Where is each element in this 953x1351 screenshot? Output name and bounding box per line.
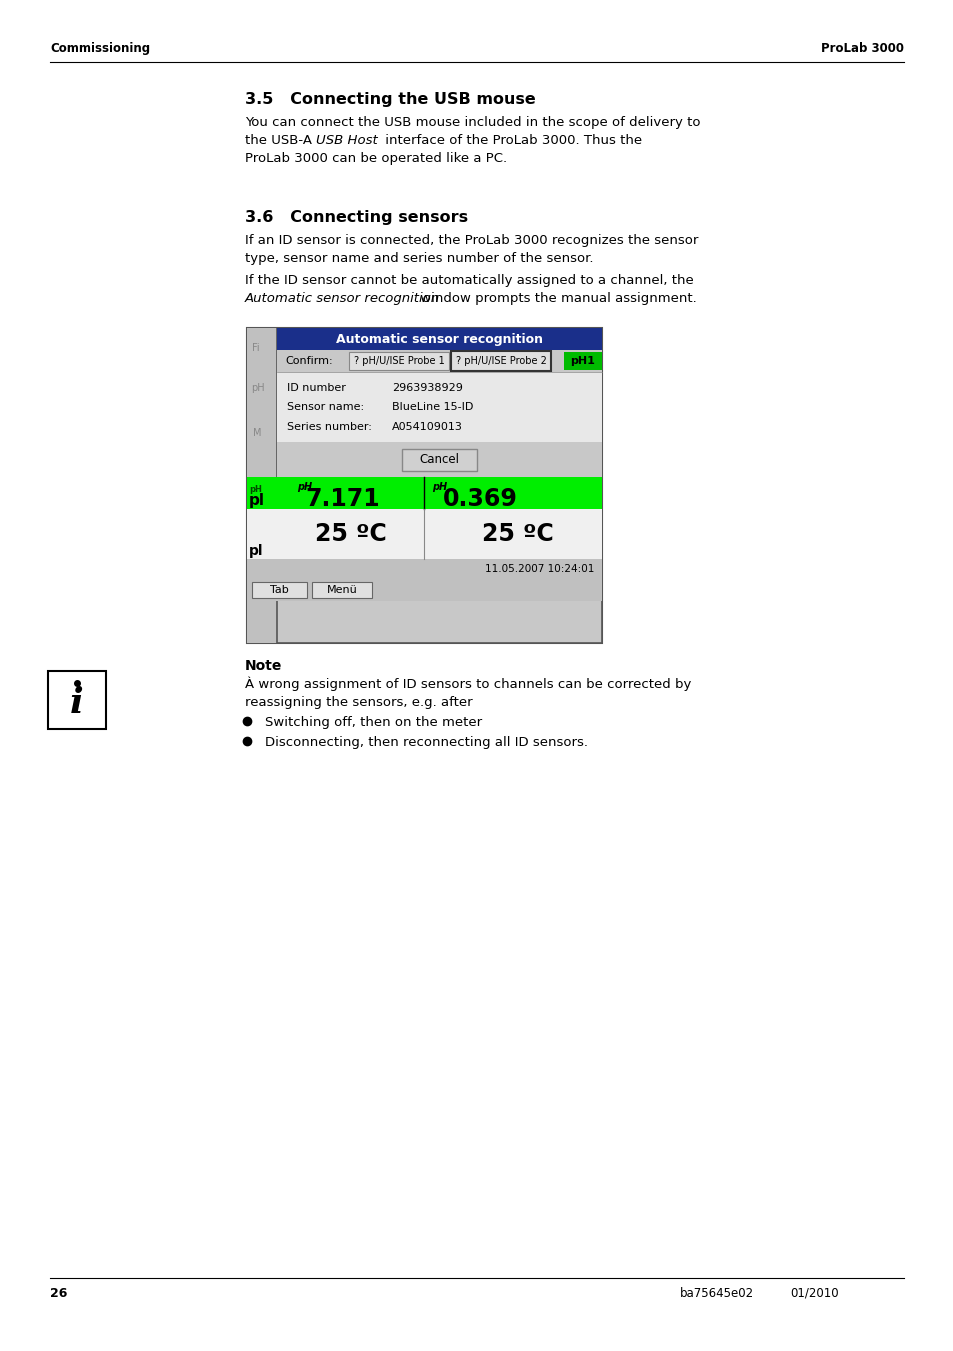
Text: 2963938929: 2963938929 <box>392 382 462 393</box>
Bar <box>276 328 601 643</box>
Bar <box>563 353 601 370</box>
Text: 3.6   Connecting sensors: 3.6 Connecting sensors <box>245 209 468 226</box>
Text: USB Host: USB Host <box>315 134 377 147</box>
Text: 25 ºC: 25 ºC <box>482 521 554 546</box>
Bar <box>247 328 276 643</box>
Text: the USB-A: the USB-A <box>245 134 315 147</box>
Text: Fi: Fi <box>252 343 259 353</box>
Text: 3.5   Connecting the USB mouse: 3.5 Connecting the USB mouse <box>245 92 536 107</box>
Text: Series number:: Series number: <box>287 422 372 432</box>
Bar <box>252 582 307 598</box>
Bar <box>276 350 601 372</box>
Text: ? pH/U/ISE Probe 2: ? pH/U/ISE Probe 2 <box>456 357 546 366</box>
Bar <box>276 372 601 442</box>
Text: ? pH/U/ISE Probe 1: ? pH/U/ISE Probe 1 <box>354 357 444 366</box>
Text: M: M <box>253 428 261 438</box>
Bar <box>48 671 106 730</box>
Bar <box>247 477 601 509</box>
Text: You can connect the USB mouse included in the scope of delivery to: You can connect the USB mouse included i… <box>245 116 700 128</box>
Text: ID number: ID number <box>287 382 346 393</box>
Text: Automatic sensor recognition: Automatic sensor recognition <box>335 332 542 346</box>
Bar <box>276 442 601 477</box>
Bar <box>451 351 551 372</box>
Text: 11.05.2007 10:24:01: 11.05.2007 10:24:01 <box>484 563 594 574</box>
Text: Commissioning: Commissioning <box>50 42 150 55</box>
Bar <box>247 328 601 643</box>
Bar <box>401 449 476 470</box>
Bar <box>247 509 601 559</box>
Text: i: i <box>71 686 84 720</box>
Text: pH: pH <box>432 482 447 492</box>
Text: ProLab 3000: ProLab 3000 <box>821 42 903 55</box>
Text: pH: pH <box>249 485 262 493</box>
Text: Automatic sensor recognition: Automatic sensor recognition <box>245 292 439 305</box>
Text: If the ID sensor cannot be automatically assigned to a channel, the: If the ID sensor cannot be automatically… <box>245 274 693 286</box>
Text: window prompts the manual assignment.: window prompts the manual assignment. <box>416 292 696 305</box>
Text: Sensor name:: Sensor name: <box>287 403 364 412</box>
Text: A054109013: A054109013 <box>392 422 462 432</box>
Bar <box>247 534 276 565</box>
Bar <box>312 582 372 598</box>
Text: À wrong assignment of ID sensors to channels can be corrected by: À wrong assignment of ID sensors to chan… <box>245 677 691 690</box>
Text: Menü: Menü <box>326 585 357 594</box>
Text: BlueLine 15-ID: BlueLine 15-ID <box>392 403 473 412</box>
Text: 0.369: 0.369 <box>442 486 517 511</box>
Text: interface of the ProLab 3000. Thus the: interface of the ProLab 3000. Thus the <box>380 134 641 147</box>
Text: 7.171: 7.171 <box>305 486 379 511</box>
Text: 25 ºC: 25 ºC <box>314 521 386 546</box>
Text: Note: Note <box>245 659 282 673</box>
Text: ProLab 3000 can be operated like a PC.: ProLab 3000 can be operated like a PC. <box>245 153 507 165</box>
Text: pl: pl <box>249 493 265 508</box>
Text: Tab: Tab <box>270 585 288 594</box>
Text: pl: pl <box>249 544 263 558</box>
Text: Cancel: Cancel <box>419 453 459 466</box>
Bar <box>276 328 601 643</box>
Text: pH1: pH1 <box>570 357 595 366</box>
Text: 26: 26 <box>50 1288 68 1300</box>
Bar <box>247 559 601 580</box>
Text: pH: pH <box>296 482 312 492</box>
Text: Disconnecting, then reconnecting all ID sensors.: Disconnecting, then reconnecting all ID … <box>265 736 587 748</box>
Text: Confirm:: Confirm: <box>285 357 333 366</box>
Text: ba75645e02: ba75645e02 <box>679 1288 753 1300</box>
Text: pH: pH <box>251 382 264 393</box>
Text: 01/2010: 01/2010 <box>789 1288 838 1300</box>
Bar <box>349 353 449 370</box>
Text: type, sensor name and series number of the sensor.: type, sensor name and series number of t… <box>245 253 593 265</box>
Text: reassigning the sensors, e.g. after: reassigning the sensors, e.g. after <box>245 696 472 709</box>
Text: Switching off, then on the meter: Switching off, then on the meter <box>265 716 481 730</box>
Bar <box>247 580 601 601</box>
Text: If an ID sensor is connected, the ProLab 3000 recognizes the sensor: If an ID sensor is connected, the ProLab… <box>245 234 698 247</box>
Bar <box>276 328 601 350</box>
